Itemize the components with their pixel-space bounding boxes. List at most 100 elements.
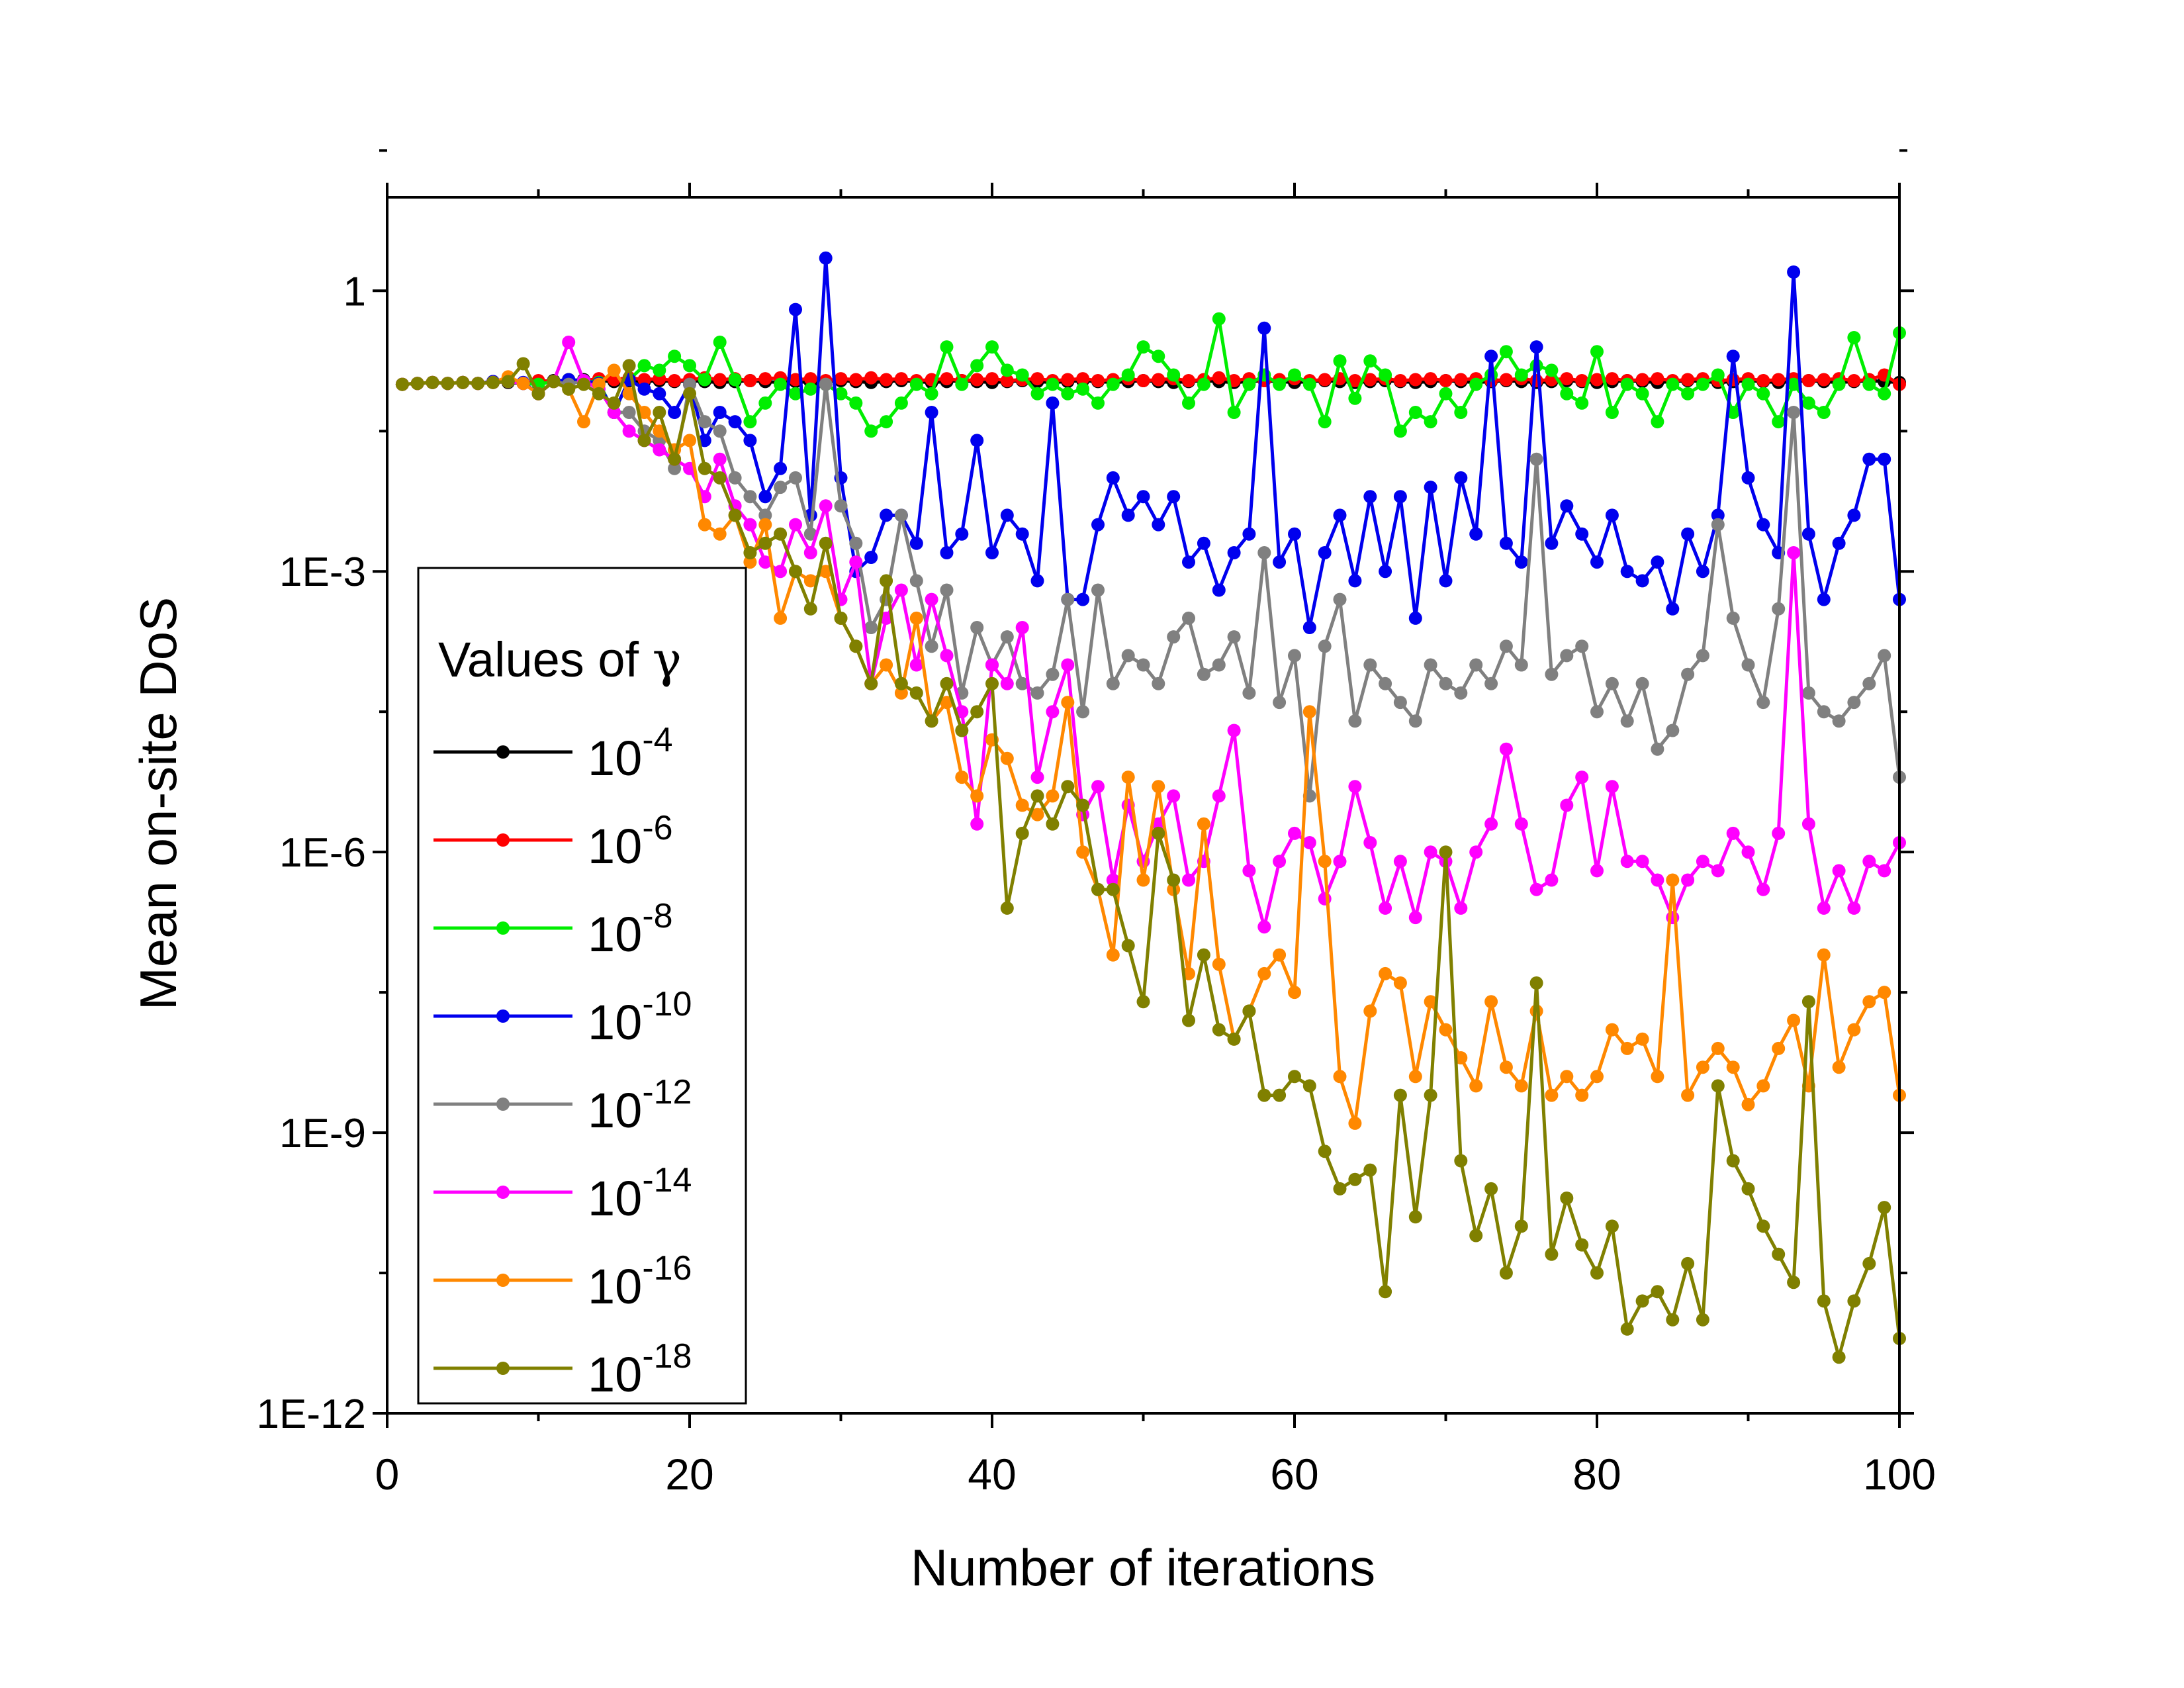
data-point	[1257, 321, 1271, 335]
data-point	[1560, 1070, 1574, 1084]
data-point	[1651, 873, 1664, 887]
data-point	[1136, 490, 1150, 504]
data-point	[1379, 1285, 1392, 1299]
data-point	[1076, 592, 1090, 606]
data-point	[970, 817, 984, 831]
data-point	[1726, 611, 1740, 625]
data-point	[1575, 639, 1589, 653]
series-line	[402, 368, 1901, 1125]
data-point	[592, 387, 606, 400]
data-point	[1000, 751, 1014, 765]
legend-swatch-marker	[496, 1009, 510, 1023]
data-point	[970, 621, 984, 634]
data-point	[1529, 340, 1543, 354]
data-point	[607, 363, 621, 377]
x-tick-label: 20	[665, 1450, 713, 1499]
data-point	[1620, 377, 1634, 391]
data-point	[1787, 265, 1801, 279]
data-point	[1590, 373, 1604, 387]
data-point	[683, 434, 696, 447]
data-point	[1514, 817, 1528, 831]
data-point	[1288, 986, 1301, 1000]
data-point	[1408, 714, 1422, 728]
data-point	[1061, 696, 1075, 710]
data-point	[1348, 374, 1362, 387]
data-point	[1212, 583, 1226, 597]
data-point	[758, 508, 772, 522]
data-point	[577, 415, 590, 429]
data-point	[1651, 415, 1664, 429]
data-point	[1817, 901, 1831, 915]
x-tick-label: 40	[968, 1450, 1016, 1499]
data-point	[819, 377, 833, 391]
data-point	[743, 490, 757, 504]
data-point	[1651, 742, 1664, 756]
data-point	[819, 499, 833, 513]
data-point	[1273, 377, 1287, 391]
data-point	[1227, 724, 1241, 737]
data-point	[1106, 677, 1120, 690]
data-point	[1318, 855, 1332, 868]
data-point	[1152, 780, 1165, 794]
data-point	[1076, 372, 1090, 386]
data-point	[1469, 527, 1483, 541]
data-point	[1439, 387, 1453, 400]
data-point	[1061, 658, 1075, 672]
data-point	[1514, 658, 1528, 672]
data-point	[1847, 1023, 1861, 1037]
data-point	[1197, 536, 1210, 550]
data-point	[970, 359, 984, 373]
data-point	[547, 375, 561, 389]
data-point	[1560, 1192, 1574, 1205]
data-point	[1847, 508, 1861, 522]
data-point	[1741, 1098, 1755, 1111]
data-point	[985, 340, 999, 354]
data-point	[774, 527, 788, 541]
data-point	[1424, 845, 1437, 859]
series-line	[402, 373, 1901, 387]
data-point	[1681, 1256, 1695, 1270]
data-point	[1136, 658, 1150, 672]
data-point	[1635, 1032, 1649, 1046]
x-tick-label: 0	[375, 1450, 400, 1499]
data-point	[441, 377, 455, 391]
data-point	[743, 546, 757, 559]
data-point	[1772, 826, 1786, 840]
data-point	[1817, 373, 1831, 387]
data-point	[1242, 527, 1256, 541]
data-point	[1514, 1079, 1528, 1093]
data-point	[1379, 966, 1392, 980]
data-point	[1575, 1238, 1589, 1252]
data-point	[1379, 565, 1392, 579]
data-point	[683, 387, 696, 400]
data-point	[985, 372, 999, 386]
data-point	[1484, 350, 1498, 363]
data-point	[1801, 817, 1815, 831]
data-point	[1545, 667, 1559, 681]
data-point	[1620, 855, 1634, 868]
data-point	[1484, 817, 1498, 831]
series-line	[402, 362, 1901, 1359]
data-point	[1575, 527, 1589, 541]
data-point	[1212, 1023, 1226, 1037]
data-point	[970, 705, 984, 719]
data-point	[1046, 817, 1060, 831]
data-point	[774, 377, 788, 391]
data-point	[1772, 1041, 1786, 1055]
data-point	[940, 649, 954, 663]
data-point	[1454, 901, 1468, 915]
data-point	[471, 377, 485, 391]
data-point	[774, 611, 788, 625]
data-point	[501, 375, 515, 389]
data-point	[653, 387, 666, 400]
data-point	[1575, 771, 1589, 784]
data-point	[849, 396, 863, 410]
data-point	[1136, 995, 1150, 1009]
data-point	[1756, 387, 1770, 400]
data-point	[909, 686, 923, 700]
series-7	[395, 357, 1906, 1364]
data-point	[1121, 771, 1135, 784]
data-point	[713, 406, 727, 419]
data-point	[1772, 1247, 1786, 1261]
data-point	[1832, 1060, 1846, 1074]
